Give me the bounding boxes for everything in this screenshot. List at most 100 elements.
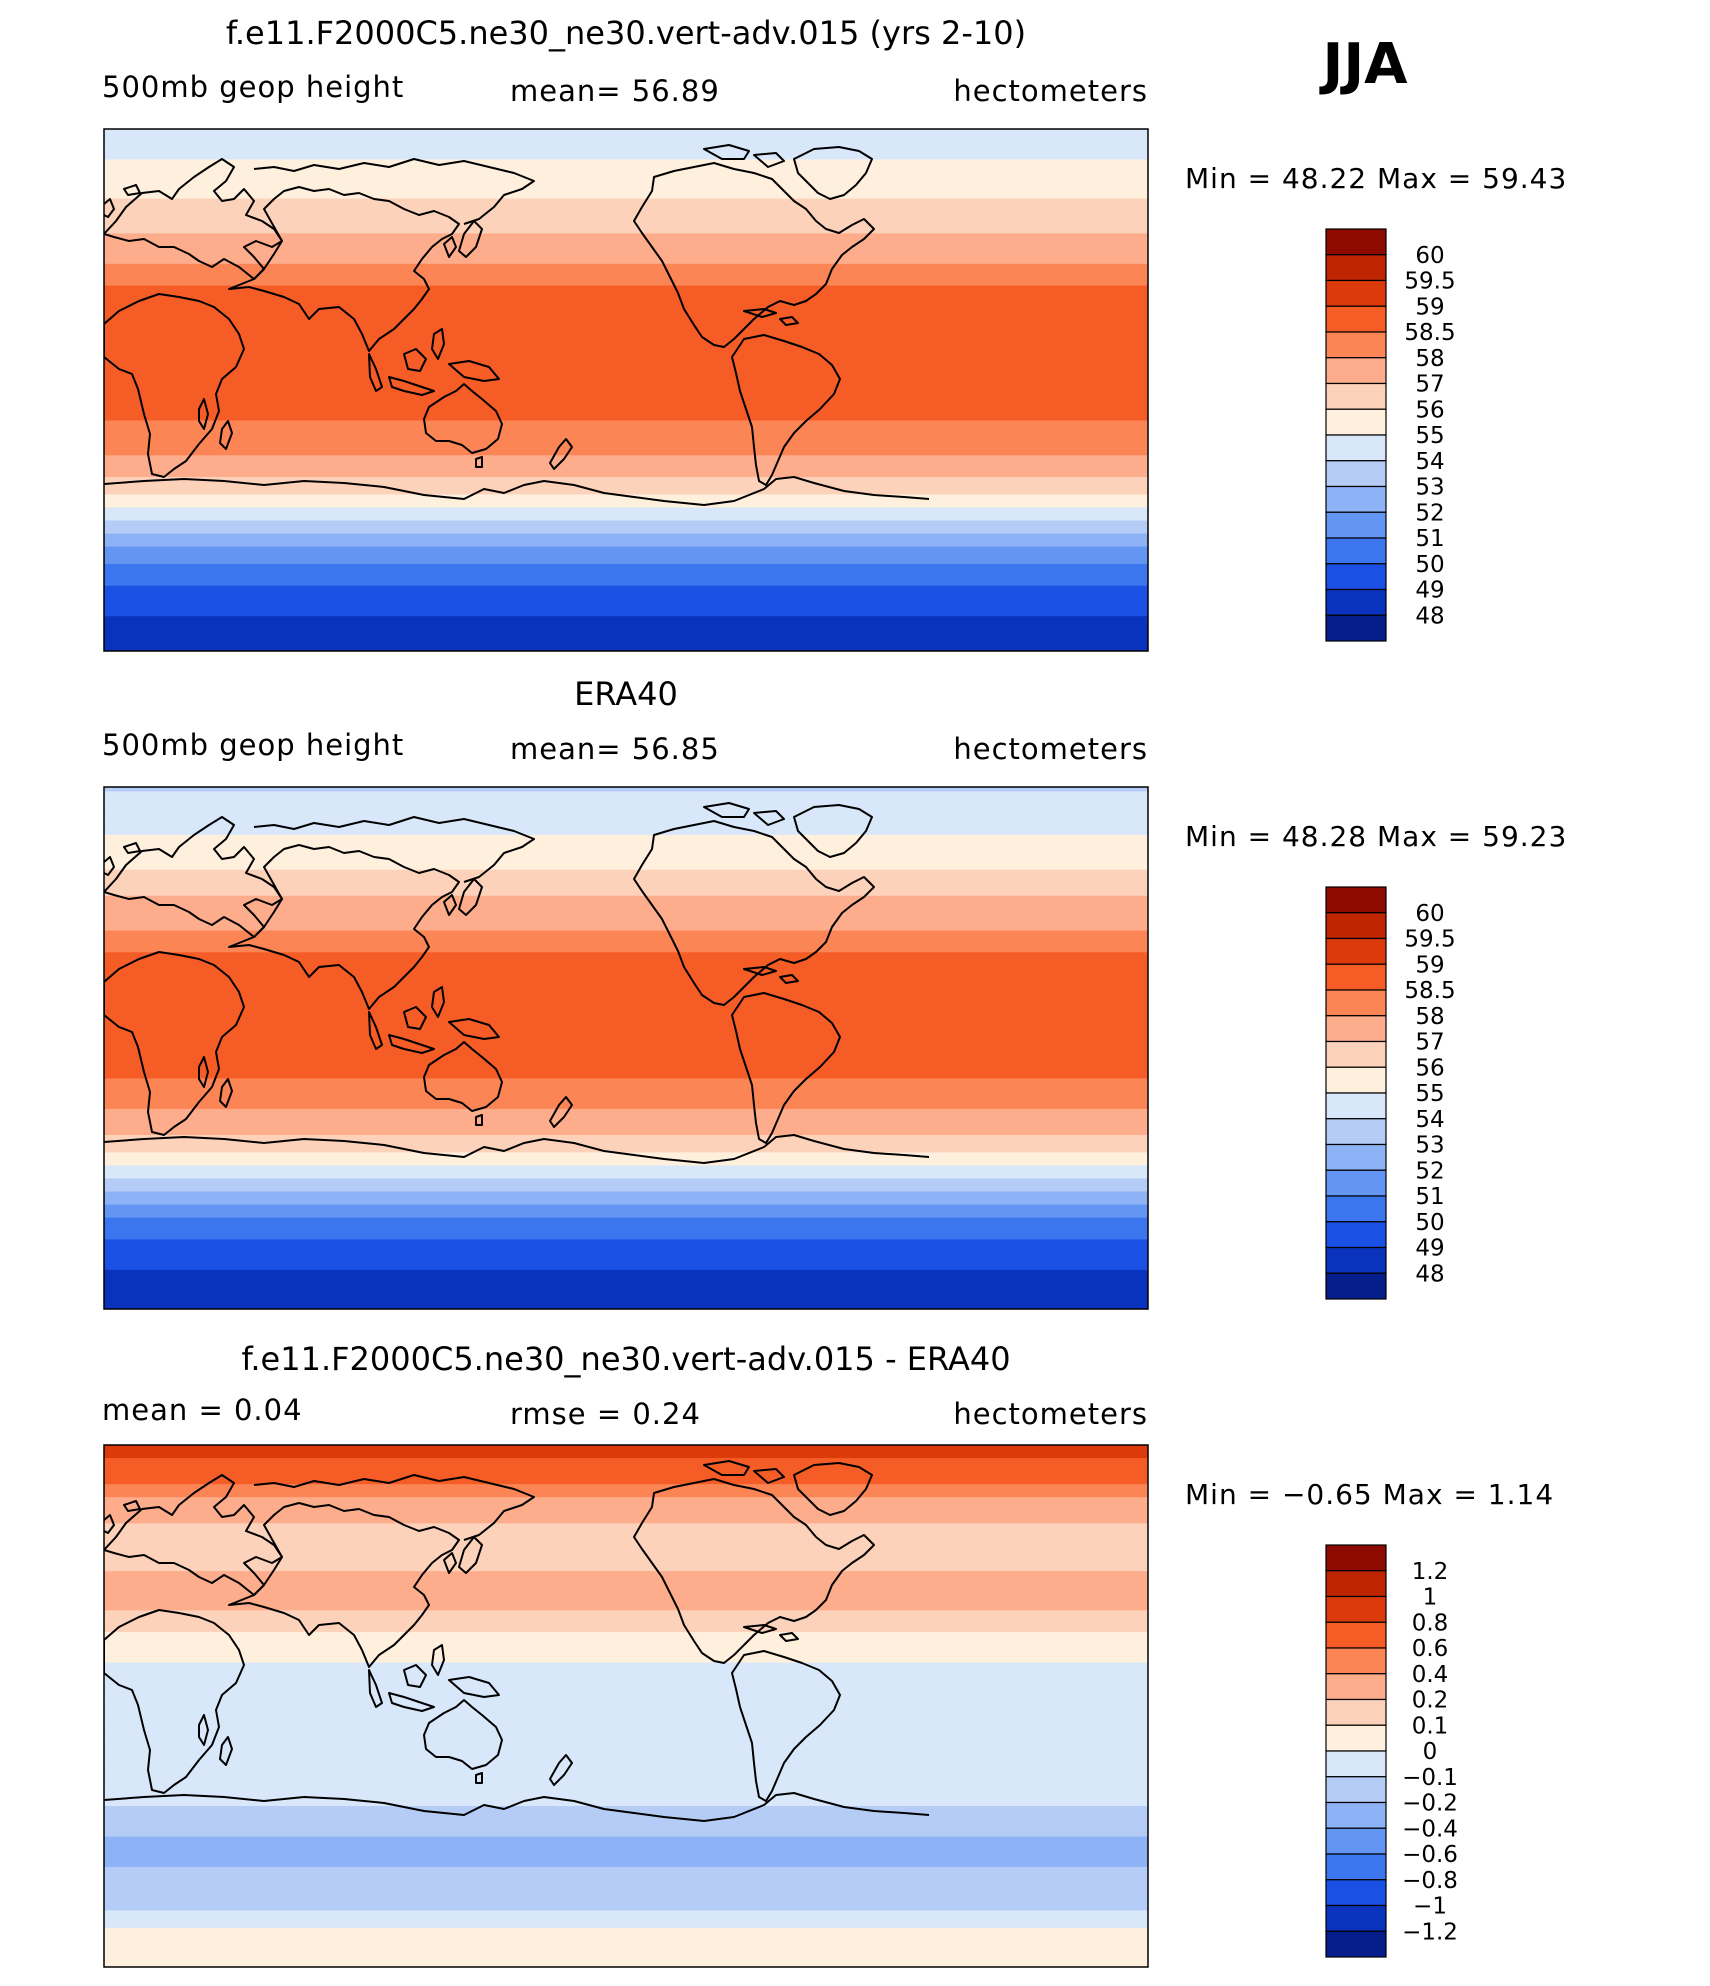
contour-band bbox=[104, 1021, 1148, 1027]
colorbar-swatch bbox=[1325, 1647, 1387, 1675]
colorbar-tick-label: 58.5 bbox=[1404, 320, 1455, 346]
contour-band bbox=[104, 1636, 1148, 1642]
contour-band bbox=[104, 795, 1148, 801]
contour-band bbox=[104, 969, 1148, 975]
contour-band bbox=[104, 424, 1148, 430]
contour-band bbox=[104, 1034, 1148, 1040]
contour-band bbox=[104, 516, 1148, 522]
map-frame bbox=[103, 128, 1149, 652]
contour-band bbox=[104, 847, 1148, 853]
contour-band bbox=[104, 1458, 1148, 1463]
contour-band bbox=[104, 1749, 1148, 1755]
contour-band bbox=[104, 1039, 1148, 1045]
contour-band bbox=[104, 1919, 1148, 1925]
contour-band bbox=[104, 1100, 1148, 1106]
contour-band bbox=[104, 865, 1148, 871]
colorbar-swatch bbox=[1325, 1879, 1387, 1907]
colorbar-swatch bbox=[1325, 1853, 1387, 1881]
contour-band bbox=[104, 987, 1148, 993]
panel-title: f.e11.F2000C5.ne30_ne30.vert-adv.015 (yr… bbox=[226, 14, 1026, 52]
map-field bbox=[103, 128, 1149, 652]
contour-band bbox=[104, 511, 1148, 517]
contour-band bbox=[104, 1727, 1148, 1733]
contour-band bbox=[104, 268, 1148, 274]
colorbar-tick-label: 50 bbox=[1415, 552, 1444, 578]
colorbar-tick-label: 57 bbox=[1415, 1030, 1444, 1056]
colorbar-swatch bbox=[1325, 331, 1387, 359]
contour-band bbox=[104, 137, 1148, 143]
colorbar-swatch bbox=[1325, 1272, 1387, 1300]
contour-band bbox=[104, 520, 1148, 526]
colorbar-tick-label: −0.2 bbox=[1402, 1791, 1458, 1817]
colorbar-swatch bbox=[1325, 1092, 1387, 1120]
contour-band bbox=[104, 1475, 1148, 1481]
contour-band bbox=[104, 1845, 1148, 1851]
contour-band bbox=[104, 1706, 1148, 1711]
contour-band bbox=[104, 1553, 1148, 1559]
contour-band bbox=[104, 498, 1148, 504]
contour-band bbox=[104, 446, 1148, 452]
contour-band bbox=[104, 572, 1148, 578]
colorbar-tick-label: 60 bbox=[1415, 243, 1444, 269]
colorbar-swatch bbox=[1325, 1621, 1387, 1649]
colorbar-tick-label: 60 bbox=[1415, 901, 1444, 927]
contour-band bbox=[104, 1161, 1148, 1167]
contour-band bbox=[104, 887, 1148, 892]
contour-band bbox=[104, 155, 1148, 161]
colorbar-tick-label: 59.5 bbox=[1404, 927, 1455, 953]
contour-band bbox=[104, 503, 1148, 509]
contour-band bbox=[104, 1723, 1148, 1729]
contour-band bbox=[104, 1545, 1148, 1550]
panel-stat-label: mean= 56.89 bbox=[510, 74, 720, 108]
contour-band bbox=[104, 1484, 1148, 1490]
contour-band bbox=[104, 800, 1148, 805]
contour-band bbox=[104, 577, 1148, 582]
colorbar-swatch bbox=[1325, 357, 1387, 385]
colorbar-swatch bbox=[1325, 563, 1387, 591]
contour-band bbox=[104, 311, 1148, 317]
contour-band bbox=[104, 394, 1148, 400]
contour-band bbox=[104, 1701, 1148, 1707]
contour-band bbox=[104, 1091, 1148, 1097]
colorbar-tick-label: 58 bbox=[1415, 346, 1444, 372]
contour-band bbox=[104, 869, 1148, 875]
map-field bbox=[103, 1444, 1149, 1968]
contour-band bbox=[104, 537, 1148, 543]
contour-band bbox=[104, 1571, 1148, 1577]
contour-band bbox=[104, 329, 1148, 335]
colorbar-swatch bbox=[1325, 1750, 1387, 1778]
contour-band bbox=[104, 1148, 1148, 1153]
contour-band bbox=[104, 1945, 1148, 1951]
contour-band bbox=[104, 1779, 1148, 1785]
contour-band bbox=[104, 350, 1148, 356]
contour-band bbox=[104, 1732, 1148, 1738]
contour-band bbox=[104, 1666, 1148, 1672]
contour-band bbox=[104, 1065, 1148, 1071]
contour-band bbox=[104, 821, 1148, 827]
contour-band bbox=[104, 1619, 1148, 1624]
contour-band bbox=[104, 294, 1148, 300]
colorbar-swatch bbox=[1325, 1673, 1387, 1701]
contour-band bbox=[104, 913, 1148, 919]
contour-band bbox=[104, 1614, 1148, 1620]
colorbar-tick-label: −1 bbox=[1413, 1894, 1447, 1920]
contour-band bbox=[104, 808, 1148, 814]
colorbar-swatch bbox=[1325, 279, 1387, 307]
colorbar-tick-label: 57 bbox=[1415, 372, 1444, 398]
contour-band bbox=[104, 1187, 1148, 1193]
contour-band bbox=[104, 368, 1148, 374]
contour-band bbox=[104, 1004, 1148, 1010]
contour-band bbox=[104, 133, 1148, 139]
contour-band bbox=[104, 442, 1148, 448]
contour-band bbox=[104, 965, 1148, 971]
contour-band bbox=[104, 1627, 1148, 1633]
colorbar-tick-label: 49 bbox=[1415, 1236, 1444, 1262]
contour-band bbox=[104, 142, 1148, 147]
panel-units-label: hectometers bbox=[953, 1397, 1148, 1431]
contour-band bbox=[104, 1165, 1148, 1171]
colorbar-tick-label: 55 bbox=[1415, 423, 1444, 449]
contour-band bbox=[104, 787, 1148, 792]
contour-band bbox=[104, 1814, 1148, 1820]
colorbar-swatch bbox=[1325, 460, 1387, 488]
contour-band bbox=[104, 1910, 1148, 1916]
